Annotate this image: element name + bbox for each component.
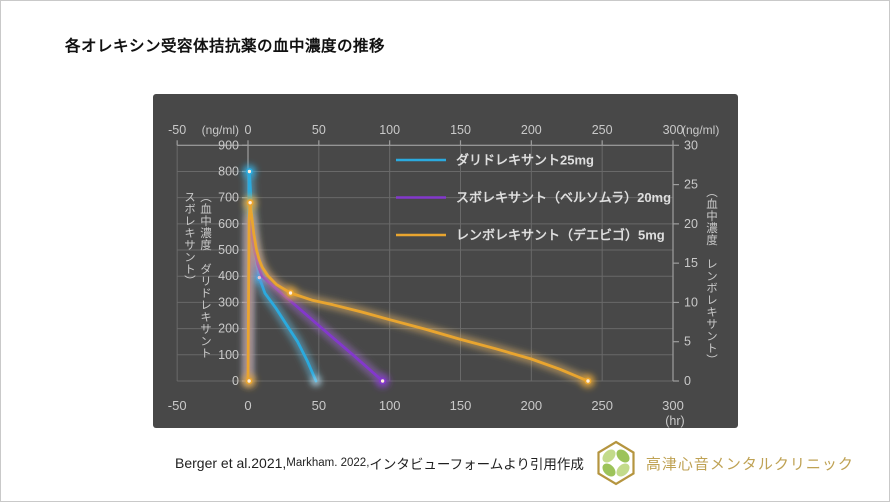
line-chart: -50 0 50 100 150 200 250 300(ng/ml) (ng/ml)90080… — [168, 123, 720, 428]
clinic-logo — [597, 440, 635, 486]
legend-label-0: ダリドレキサント25mg — [456, 153, 594, 168]
caption-source-3: インタビューフォームより引用作成 — [369, 457, 584, 472]
axis-labels: -50 0 50 100 150 200 250 300(ng/ml) (ng/ml)90080… — [168, 123, 720, 428]
y-left-tick-label: 200 — [218, 322, 239, 336]
x-tick-label-bottom: 0 — [244, 398, 251, 413]
y-axis-title-left: （血中濃度 ダリドレキサント スボレキサント） — [183, 191, 211, 359]
x-tick-label-top: -50 — [168, 123, 186, 137]
logo-hexagon-icon — [597, 440, 635, 486]
y-axis-title-right: （血中濃度 レンボレキサント） — [705, 186, 717, 366]
x-tick-label-top: 250 — [592, 123, 613, 137]
x-tick-label-bottom: 150 — [450, 398, 472, 413]
y-right-tick-label: 10 — [684, 295, 698, 309]
y-left-tick-label: 400 — [218, 269, 239, 283]
x-tick-label-bottom: 250 — [591, 398, 613, 413]
y-right-tick-label: 20 — [684, 217, 698, 231]
x-tick-label-bottom: 100 — [379, 398, 401, 413]
caption-row: Berger et al.2021, Markham. 2022, インタビュー… — [175, 440, 854, 486]
caption-source-1: Berger et al.2021, — [175, 455, 287, 471]
y-right-tick-label: 0 — [684, 374, 691, 388]
x-tick-label-bottom: -50 — [168, 398, 187, 413]
y-left-tick-label: 0 — [232, 374, 239, 388]
clinic-name: 高津心音メンタルクリニック — [645, 455, 854, 473]
x-tick-label-top: 200 — [521, 123, 542, 137]
y-left-tick-label: 600 — [218, 217, 239, 231]
x-tick-label-top: 0 — [245, 123, 252, 137]
x-tick-label-top: 300 — [663, 123, 684, 137]
x-tick-label-bottom: 300 — [662, 398, 684, 413]
caption-source-2: Markham. 2022, — [286, 457, 370, 469]
y-right-tick-label: 25 — [684, 178, 698, 192]
x-tick-label-bottom: 50 — [312, 398, 326, 413]
series-2 — [242, 196, 595, 388]
y-left-tick-label: 100 — [218, 348, 239, 362]
y-left-tick-label: 300 — [218, 295, 239, 309]
x-tick-label-bottom: 200 — [520, 398, 542, 413]
page-title: 各オレキシン受容体拮抗薬の血中濃度の推移 — [65, 38, 386, 55]
x-tick-label-top: 100 — [379, 123, 400, 137]
y-left-tick-label: 500 — [218, 243, 239, 257]
y-right-tick-label: 30 — [684, 138, 698, 152]
legend-label-1: スボレキサント（ベルソムラ）20mg — [456, 190, 671, 205]
y-right-tick-label: 15 — [684, 256, 698, 270]
x-tick-label-top: 50 — [312, 123, 326, 137]
legend: ダリドレキサント25mg スボレキサント（ベルソムラ）20mg レンボレキサント（デ… — [396, 153, 671, 243]
y-right-tick-label: 5 — [684, 335, 691, 349]
x-tick-label-top: 150 — [450, 123, 471, 137]
x-axis-unit-label: (hr) — [665, 414, 684, 428]
y-left-tick-label: 900 — [218, 138, 239, 152]
chart-panel: -50 0 50 100 150 200 250 300 (ng/ml) (ng/ml) 900 80… — [153, 94, 738, 428]
legend-label-2: レンボレキサント（デエビゴ）5mg — [456, 228, 665, 243]
y-left-tick-label: 800 — [218, 164, 239, 178]
logo-clover-icon — [602, 449, 630, 477]
y-left-tick-label: 700 — [218, 191, 239, 205]
y-right-unit-label: (ng/ml) — [682, 123, 719, 137]
y-left-unit-label: (ng/ml) — [202, 123, 239, 137]
